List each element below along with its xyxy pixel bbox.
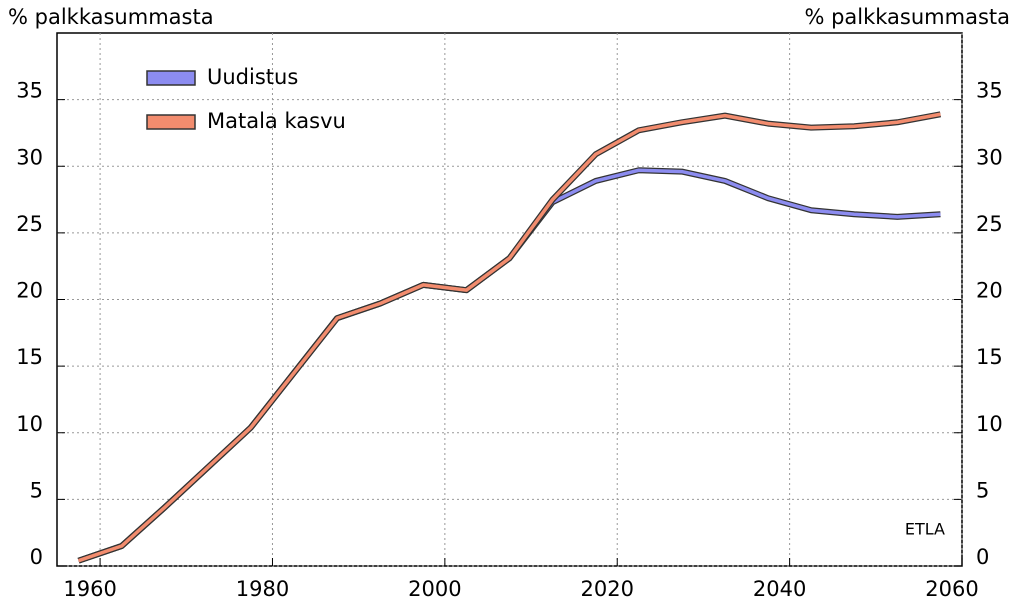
y-axis-label-left: % palkkasummasta (8, 5, 214, 29)
line (77, 168, 941, 563)
y-tick-label: 15 (976, 345, 1003, 369)
y-tick-label: 20 (16, 279, 43, 303)
legend-label: Matala kasvu (207, 109, 346, 133)
y-tick-label: 25 (976, 212, 1003, 236)
annotation: ETLA (905, 520, 945, 539)
x-tick-label: 1960 (63, 577, 116, 601)
x-tick-label: 2060 (925, 577, 978, 601)
x-tick-label: 1980 (236, 577, 289, 601)
x-tick-label: 2040 (753, 577, 806, 601)
y-axis-label-right: % palkkasummasta (804, 5, 1010, 29)
legend-swatch (146, 70, 196, 86)
line-outline (77, 167, 941, 564)
y-tick-label: 30 (976, 145, 1003, 169)
y-tick-label: 10 (16, 412, 43, 436)
line-outline (77, 111, 941, 564)
y-tick-label: 30 (16, 145, 43, 169)
y-tick-label: 0 (976, 545, 989, 569)
legend-label: Uudistus (207, 65, 298, 89)
x-tick-label: 2020 (581, 577, 634, 601)
y-tick-label: 0 (30, 545, 43, 569)
legend-swatch (146, 114, 196, 130)
y-tick-label: 35 (976, 79, 1003, 103)
y-tick-label: 20 (976, 279, 1003, 303)
y-tick-label: 10 (976, 412, 1003, 436)
x-tick-label: 2000 (408, 577, 461, 601)
y-tick-label: 25 (16, 212, 43, 236)
y-tick-label: 5 (30, 478, 43, 502)
y-tick-label: 5 (976, 478, 989, 502)
y-tick-label: 35 (16, 79, 43, 103)
line (77, 112, 941, 563)
y-tick-label: 15 (16, 345, 43, 369)
